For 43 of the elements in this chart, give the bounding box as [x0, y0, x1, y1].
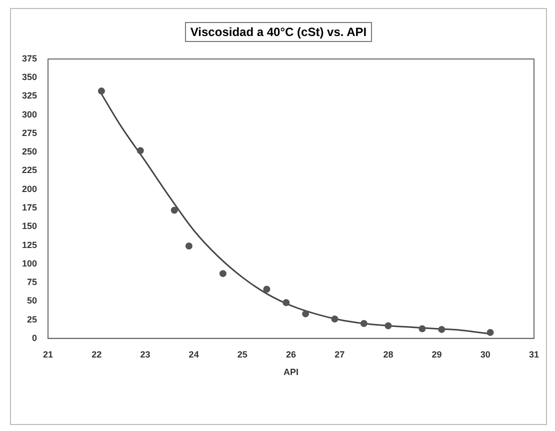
point	[136, 147, 144, 154]
x-tick-label: 25	[237, 349, 248, 360]
y-tick-label: 200	[22, 184, 38, 194]
point	[263, 286, 270, 293]
x-tick-label: 24	[188, 349, 199, 360]
y-tick-label: 275	[22, 128, 38, 138]
x-tick-label: 26	[286, 349, 296, 360]
x-tick-label: 28	[383, 349, 394, 360]
y-tick-label: 150	[22, 221, 38, 232]
x-axis-title: API	[284, 367, 299, 378]
y-tick-label: 350	[22, 72, 38, 82]
point	[438, 326, 446, 333]
y-tick-label: 375	[22, 53, 38, 64]
x-tick-label: 30	[480, 349, 490, 360]
point	[486, 328, 494, 336]
y-tick-label: 0	[32, 332, 38, 343]
x-tick-label: 27	[334, 349, 345, 360]
x-tick-label: 23	[140, 349, 150, 360]
point	[170, 206, 178, 214]
x-tick-label: 31	[528, 349, 540, 360]
x-tick-label: 21	[43, 349, 54, 360]
y-tick-label: 325	[22, 90, 38, 101]
y-tick-label: 225	[22, 165, 38, 176]
y-tick-label: 300	[22, 109, 38, 120]
y-tick-label: 50	[27, 296, 38, 306]
x-tick-label: 22	[92, 349, 102, 360]
chart-title: Viscosidad a 40°C (cSt) vs. API	[185, 22, 372, 42]
point	[98, 88, 105, 95]
point	[418, 325, 426, 332]
y-tick-label: 175	[22, 202, 38, 212]
y-tick-label: 75	[27, 277, 38, 288]
y-tick-label: 25	[27, 314, 38, 324]
point	[302, 310, 310, 318]
point	[331, 316, 338, 323]
point	[219, 270, 226, 278]
y-tick-label: 250	[22, 146, 38, 157]
point	[185, 242, 192, 250]
point	[360, 320, 368, 327]
point	[384, 322, 392, 330]
y-tick-label: 100	[22, 258, 38, 268]
x-tick-label: 29	[432, 349, 442, 360]
point	[282, 299, 290, 306]
y-tick-label: 125	[22, 240, 38, 250]
